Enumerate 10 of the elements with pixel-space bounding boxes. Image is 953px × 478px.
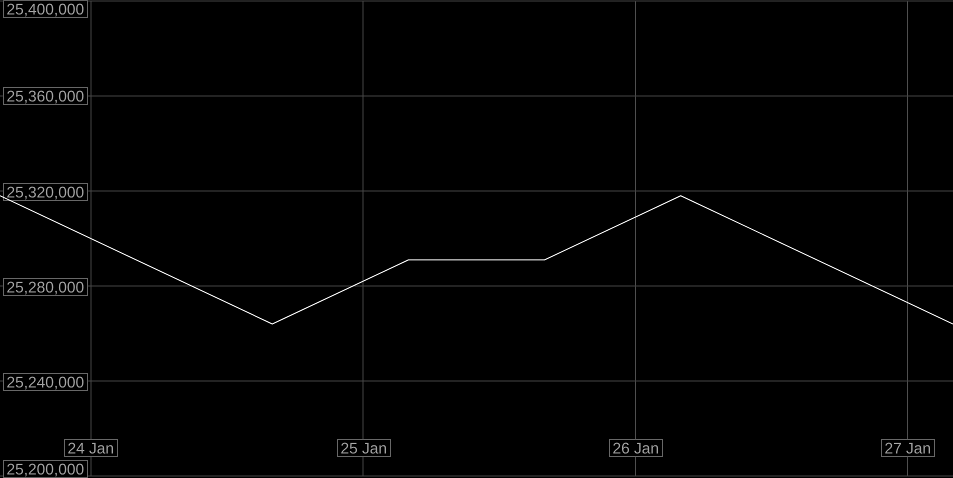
y-tick-label: 25,200,000 — [6, 461, 84, 478]
x-tick-label: 25 Jan — [340, 440, 388, 458]
y-tick-label: 25,280,000 — [6, 279, 84, 296]
x-tick-label: 27 Jan — [884, 440, 932, 458]
x-tick-label: 26 Jan — [612, 440, 660, 458]
x-tick-label: 24 Jan — [68, 440, 114, 458]
y-tick-label: 25,400,000 — [6, 1, 84, 18]
y-tick-label: 25,240,000 — [6, 374, 84, 392]
y-tick-label: 25,320,000 — [6, 184, 84, 202]
y-tick-label: 25,360,000 — [6, 88, 84, 106]
